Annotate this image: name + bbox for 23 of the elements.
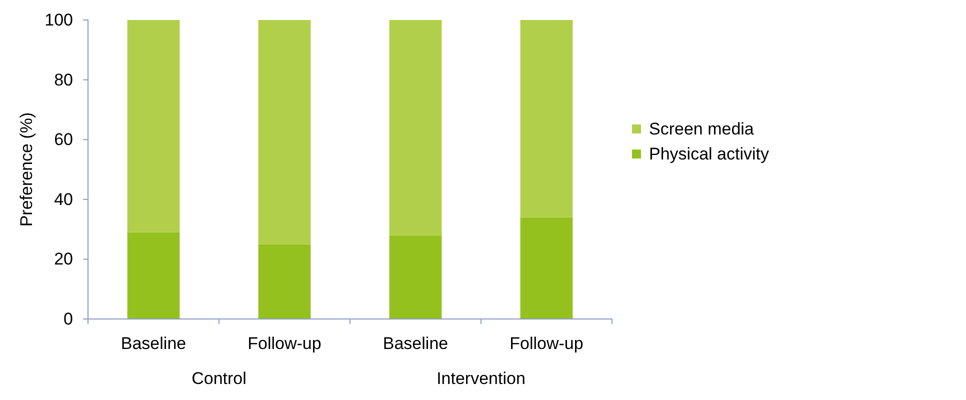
y-tick-label: 80 (54, 70, 73, 90)
bar (127, 20, 180, 232)
x-tick-label: Baseline (120, 334, 186, 353)
bar (258, 20, 311, 244)
y-tick-label: 40 (54, 190, 73, 209)
bar (389, 20, 442, 236)
bar (520, 217, 573, 319)
y-tick-label: 20 (54, 250, 73, 269)
y-axis-title: Preference (%) (17, 112, 36, 227)
bar (520, 20, 573, 218)
y-tick-label: 100 (44, 10, 73, 30)
text: Control (192, 369, 246, 388)
text: Intervention (436, 369, 526, 388)
bar (389, 235, 442, 319)
y-tick-label: 60 (54, 130, 73, 150)
legend-label: Screen media (649, 120, 754, 138)
bar (127, 232, 180, 319)
x-tick-label: Follow-up (248, 334, 322, 353)
x-tick-label: Baseline (382, 334, 448, 353)
bar (258, 244, 311, 319)
x-tick-label: Follow-up (510, 334, 584, 353)
y-tick-label: 0 (64, 309, 73, 328)
legend-label: Physical activity (649, 144, 770, 164)
